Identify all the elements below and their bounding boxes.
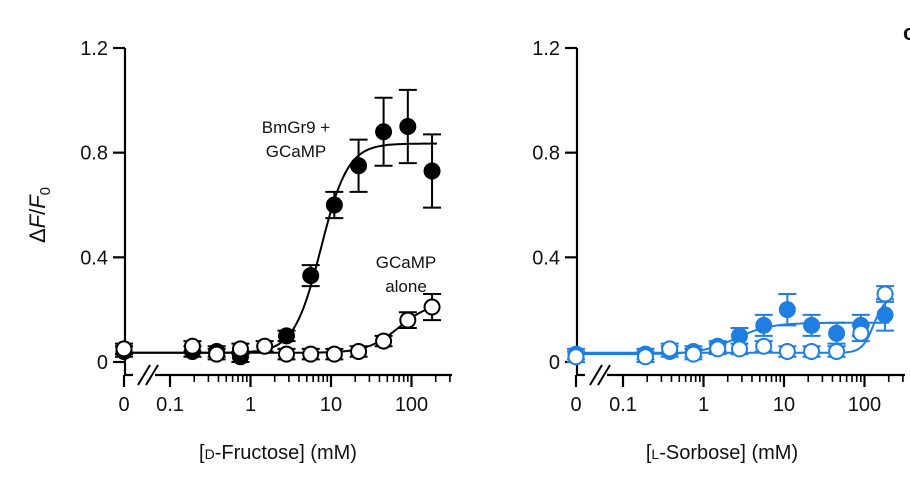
fit-curve bbox=[125, 142, 438, 354]
data-point-filled bbox=[325, 196, 343, 214]
data-point-open bbox=[302, 345, 320, 363]
x-tick-label: 10 bbox=[320, 394, 342, 416]
axis-break-mark bbox=[145, 364, 159, 386]
y-tick-label: 0.8 bbox=[532, 143, 560, 165]
y-tick-label: 0 bbox=[549, 352, 560, 374]
y-axis-label-subscript: 0 bbox=[37, 187, 54, 195]
y-axis-label: ΔF/F0 bbox=[25, 187, 54, 243]
x-axis-label: [L-Sorbose] (mM) bbox=[646, 442, 798, 464]
x-tick-label: 100 bbox=[395, 394, 428, 416]
data-point-open bbox=[636, 348, 654, 366]
data-point-open bbox=[876, 285, 894, 303]
data-point-open bbox=[277, 345, 295, 363]
axis-break-mark bbox=[137, 364, 151, 386]
x-axis-label-part: -Fructose] (mM) bbox=[215, 442, 357, 464]
y-tick-label: 1.2 bbox=[80, 38, 108, 60]
data-point-open bbox=[778, 343, 796, 361]
y-axis-label-part: F bbox=[25, 194, 50, 209]
data-point-open bbox=[730, 340, 748, 358]
x-tick-label: 1 bbox=[245, 394, 256, 416]
series-annotation: BmGr9 + bbox=[262, 118, 331, 137]
x-tick-label: 0.1 bbox=[156, 394, 184, 416]
y-tick-label: 1.2 bbox=[532, 38, 560, 60]
data-point-open bbox=[423, 298, 441, 316]
data-point-open bbox=[183, 337, 201, 355]
series-annotation: alone bbox=[385, 277, 427, 296]
data-point-open bbox=[709, 340, 727, 358]
axis-break-mark bbox=[597, 364, 611, 386]
x-axis-label-part: D bbox=[205, 446, 215, 462]
data-point-open bbox=[684, 345, 702, 363]
data-point-open bbox=[325, 345, 343, 363]
data-point-filled bbox=[302, 267, 320, 285]
data-point-filled bbox=[803, 316, 821, 334]
y-axis-label-part: / bbox=[25, 208, 50, 215]
x-tick-label: 0 bbox=[118, 394, 129, 416]
data-point-filled bbox=[778, 301, 796, 319]
y-tick-label: 0.4 bbox=[532, 247, 560, 269]
x-tick-label: 100 bbox=[848, 394, 881, 416]
data-point-open bbox=[399, 311, 417, 329]
x-tick-label: 0.1 bbox=[609, 394, 637, 416]
x-axis-label: [D-Fructose] (mM) bbox=[199, 442, 357, 464]
x-tick-label: 0 bbox=[570, 394, 581, 416]
x-axis-label-part: -Sorbose] (mM) bbox=[659, 442, 798, 464]
y-tick-label: 0.4 bbox=[80, 247, 108, 269]
y-tick-label: 0.8 bbox=[80, 143, 108, 165]
data-point-open bbox=[350, 343, 368, 361]
chart-panel-2: 0 0.4 0.8 1.2 0 0.1 1 10 100 [L-Sorbose] (mM) bbox=[532, 38, 905, 464]
y-axis-label-part: Δ bbox=[25, 228, 50, 243]
series-annotation: GCaMP bbox=[376, 253, 436, 272]
data-point-filled bbox=[828, 324, 846, 342]
x-axis-label-part: [ bbox=[199, 442, 205, 464]
data-point-open bbox=[375, 332, 393, 350]
data-point-open bbox=[828, 343, 846, 361]
x-axis-label-part: L bbox=[651, 446, 659, 462]
data-point-open bbox=[803, 343, 821, 361]
x-axis-label-part: [ bbox=[646, 442, 652, 464]
y-axis-label-part: F bbox=[25, 213, 50, 228]
data-point-filled bbox=[755, 316, 773, 334]
data-point-open bbox=[661, 340, 679, 358]
data-point-open bbox=[231, 340, 249, 358]
data-point-filled bbox=[423, 162, 441, 180]
series-annotation: GCaMP bbox=[266, 142, 326, 161]
data-point-filled bbox=[350, 157, 368, 175]
data-point-open bbox=[256, 337, 274, 355]
data-point-open bbox=[755, 337, 773, 355]
chart-panel-1: 00.40.81.20 0.1 1 10 100[D-Fructose] (mM)ΔF/… bbox=[25, 38, 452, 464]
x-tick-label: 1 bbox=[698, 394, 709, 416]
data-point-filled bbox=[399, 118, 417, 135]
data-point-filled bbox=[277, 327, 295, 345]
data-point-filled bbox=[375, 123, 393, 141]
y-tick-label: 0 bbox=[97, 352, 108, 374]
x-tick-label: 10 bbox=[773, 394, 795, 416]
data-point-open bbox=[567, 348, 585, 366]
data-point-open bbox=[208, 345, 226, 363]
data-point-open bbox=[115, 340, 133, 358]
panel-letter: c bbox=[903, 20, 910, 45]
data-point-open bbox=[852, 324, 870, 342]
axis-break-mark bbox=[589, 364, 603, 386]
